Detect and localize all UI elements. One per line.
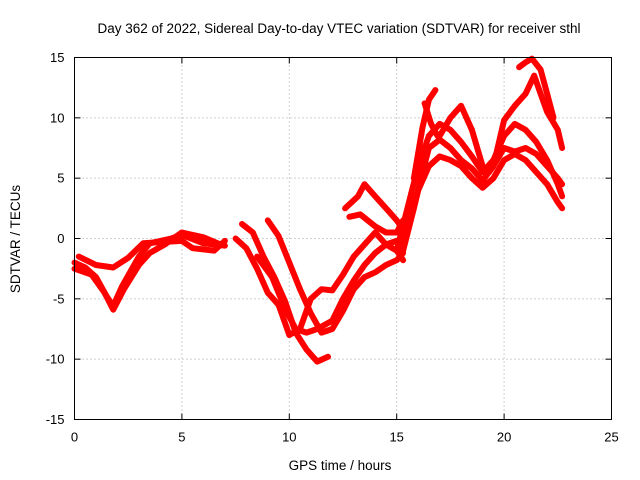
series-line-track-7 [257, 241, 397, 333]
y-axis-label: SDTVAR / TECUs [8, 185, 23, 294]
x-tick-label: 15 [389, 430, 403, 445]
x-tick-label: 5 [178, 430, 185, 445]
x-tick-label: 10 [282, 430, 296, 445]
chart: Day 362 of 2022, Sidereal Day-to-day VTE… [0, 0, 640, 480]
series-group [75, 59, 563, 362]
chart-title: Day 362 of 2022, Sidereal Day-to-day VTE… [98, 21, 581, 36]
y-tick-label: 0 [57, 231, 64, 246]
x-axis-label: GPS time / hours [289, 458, 392, 473]
y-tick-label: -10 [46, 352, 65, 367]
y-tick-label: -15 [46, 412, 65, 427]
x-tick-label: 0 [71, 430, 78, 445]
y-tick-label: -5 [53, 291, 65, 306]
x-tick-label: 20 [497, 430, 511, 445]
y-tick-label: 5 [57, 171, 64, 186]
y-tick-label: 15 [50, 50, 64, 65]
grid [75, 58, 612, 420]
x-tick-label: 25 [604, 430, 618, 445]
y-tick-label: 10 [50, 110, 64, 125]
tick-labels: 0 5 10 15 20 25 -15 -10 -5 0 5 10 15 [46, 50, 619, 445]
